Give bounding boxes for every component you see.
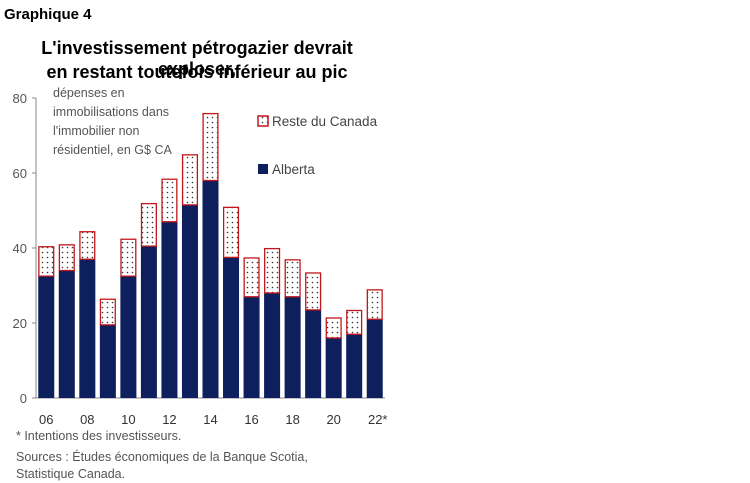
chart-title-line-2: en restant toutefois inférieur au pic — [46, 62, 348, 82]
bar-reste-du-canada-2007 — [58, 244, 75, 272]
chart-title-line-1: L'investissement pétrogazier devrait exp… — [41, 38, 353, 79]
x-tick-label-22star: 22* — [368, 412, 388, 427]
bar-reste-du-canada-2016 — [243, 257, 260, 298]
y-tick-label-60: 60 — [13, 166, 27, 181]
y-unit-line-3: l'immobilier non — [53, 124, 139, 138]
bar-reste-du-canada-2012 — [161, 178, 178, 223]
legend-label-reste-du-canada: Reste du Canada — [272, 114, 378, 129]
y-tick-label-0: 0 — [20, 391, 27, 406]
x-tick-label-12: 12 — [162, 412, 176, 427]
bar-reste-du-canada-2006 — [38, 246, 55, 277]
bar-alberta-2022* — [366, 319, 383, 398]
x-tick-label-14: 14 — [203, 412, 217, 427]
bar-alberta-2006 — [38, 276, 55, 398]
bar-alberta-2016 — [243, 296, 260, 398]
x-tick-label-20: 20 — [326, 412, 340, 427]
bar-alberta-2015 — [223, 257, 240, 398]
footnote: * Intentions des investisseurs. — [16, 429, 182, 443]
legend-swatch-reste-du-canada — [257, 115, 269, 127]
bar-reste-du-canada-2013 — [181, 154, 199, 206]
bar-alberta-2017 — [264, 293, 281, 398]
bar-alberta-2007 — [58, 270, 75, 398]
legend: Reste du Canada Alberta — [257, 114, 378, 177]
x-tick-label-10: 10 — [121, 412, 135, 427]
y-tick-label-40: 40 — [13, 241, 27, 256]
y-tick-label-80: 80 — [13, 91, 27, 106]
bar-reste-du-canada-2008 — [79, 231, 96, 260]
bar-alberta-2008 — [79, 259, 96, 398]
bar-alberta-2011 — [140, 246, 157, 398]
bar-reste-du-canada-2022* — [366, 289, 383, 320]
sources-note: Sources : Études économiques de la Banqu… — [16, 450, 308, 481]
bar-alberta-2012 — [161, 221, 178, 398]
bar-reste-du-canada-2015 — [222, 206, 240, 259]
y-unit-line-4: résidentiel, en G$ CA — [53, 143, 172, 157]
x-tick-label-08: 08 — [80, 412, 94, 427]
legend-swatch-alberta — [258, 164, 268, 174]
bar-reste-du-canada-2010 — [120, 238, 137, 277]
bar-reste-du-canada-2011 — [140, 202, 157, 247]
bar-reste-du-canada-2020 — [325, 317, 342, 339]
bar-alberta-2013 — [181, 204, 198, 398]
bar-alberta-2009 — [99, 324, 116, 398]
bar-alberta-2018 — [284, 296, 301, 398]
bar-reste-du-canada-2018 — [284, 259, 301, 298]
bar-reste-du-canada-2009 — [99, 298, 116, 326]
bar-reste-du-canada-2021 — [346, 309, 363, 335]
legend-label-alberta: Alberta — [272, 162, 315, 177]
chart-label-tag: Graphique 4 — [4, 6, 92, 23]
bar-reste-du-canada-2019 — [305, 272, 322, 311]
y-unit-line-1: dépenses en — [53, 86, 125, 100]
bar-alberta-2014 — [202, 180, 219, 398]
x-tick-label-16: 16 — [244, 412, 258, 427]
bar-reste-du-canada-2014 — [202, 112, 219, 182]
x-tick-label-06: 06 — [39, 412, 53, 427]
bar-alberta-2021 — [346, 334, 363, 398]
bar-alberta-2020 — [325, 338, 342, 398]
bar-alberta-2010 — [120, 276, 137, 398]
bar-alberta-2019 — [305, 309, 322, 398]
y-unit-line-2: immobilisations dans — [53, 105, 169, 119]
bar-reste-du-canada-2017 — [264, 247, 281, 294]
x-tick-label-18: 18 — [285, 412, 299, 427]
y-tick-label-20: 20 — [13, 316, 27, 331]
